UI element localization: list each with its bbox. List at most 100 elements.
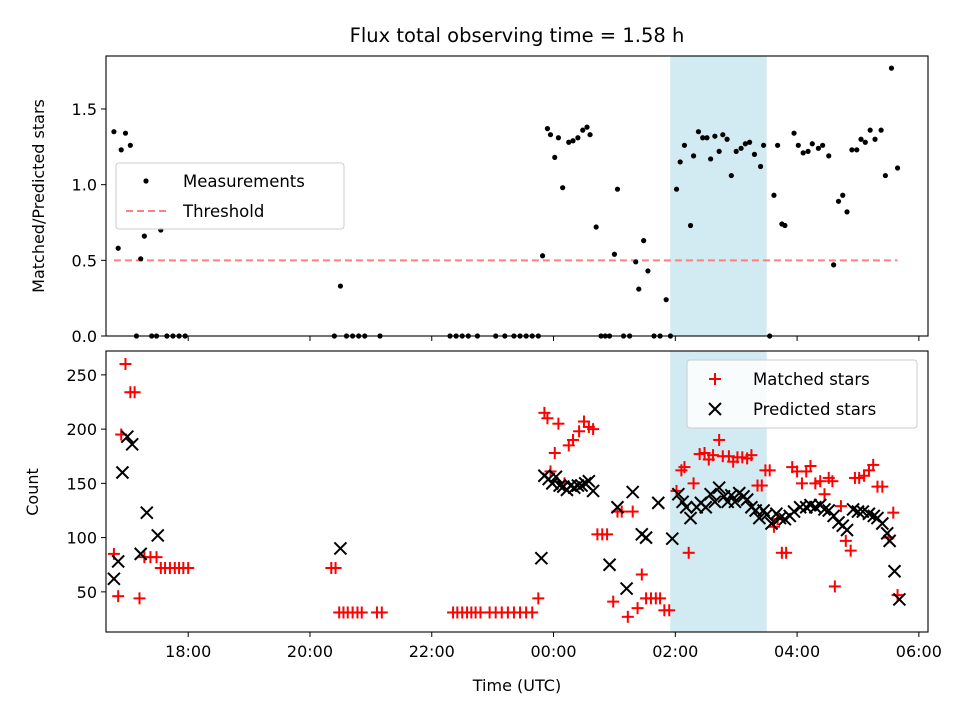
matched-stars-point	[814, 475, 827, 488]
measurement-point	[728, 172, 734, 179]
predicted-stars-point	[683, 511, 698, 525]
measurement-point	[720, 132, 726, 138]
matched-stars-point	[780, 546, 793, 559]
measurement-point	[708, 156, 714, 162]
matched-stars-point	[626, 505, 639, 518]
matched-stars-point	[112, 590, 125, 603]
legend-predicted-marker	[708, 402, 722, 416]
x-axis-label: Time (UTC)	[472, 676, 561, 695]
bottom-y-tick-label: 250	[66, 366, 97, 385]
matched-stars-point	[133, 592, 146, 605]
measurement-point	[844, 209, 850, 215]
measurement-point	[122, 130, 129, 136]
measurement-point	[587, 132, 593, 138]
measurement-point	[742, 141, 748, 147]
matched-stars-point	[587, 423, 600, 436]
predicted-stars-point	[571, 478, 585, 493]
matched-stars-point	[607, 595, 620, 608]
measurement-point	[687, 222, 694, 229]
matched-stars-point	[663, 604, 676, 617]
measurement-point	[115, 245, 121, 251]
measurement-point	[761, 142, 767, 148]
matched-stars-point	[526, 606, 539, 619]
measurement-point	[782, 222, 788, 229]
predicted-stars-point	[817, 502, 832, 517]
x-tick-label: 22:00	[409, 642, 455, 661]
measurement-point	[566, 139, 572, 145]
matched-stars-point	[548, 446, 561, 459]
matched-stars-point	[713, 433, 726, 446]
measurement-point	[580, 127, 586, 133]
measurement-point	[820, 142, 826, 148]
matched-stars-point	[698, 446, 711, 459]
predicted-stars-point	[724, 488, 739, 503]
matched-stars-point	[678, 461, 691, 474]
predicted-stars-point	[875, 516, 890, 531]
matched-stars-point	[818, 488, 831, 501]
measurement-point	[584, 124, 590, 130]
matched-stars-point	[755, 479, 768, 492]
measurement-point	[712, 133, 718, 139]
matched-stars-point	[355, 606, 368, 619]
top-legend-box	[115, 162, 345, 230]
predicted-stars-point	[892, 592, 907, 607]
predicted-stars-point	[140, 505, 154, 520]
bottom-x-ticks: 18:00 20:00 22:00 00:00 02:00 04:00 06:00	[165, 632, 942, 661]
predicted-stars-point	[625, 485, 640, 499]
matched-stars-point	[601, 528, 614, 541]
measurement-point	[809, 141, 815, 147]
predicted-stars-point	[679, 500, 693, 514]
legend-matched-label: Matched stars	[753, 370, 870, 389]
measurement-point	[575, 135, 581, 141]
predicted-stars-point	[602, 558, 617, 572]
predicted-stars-point	[703, 487, 718, 501]
matched-stars-point	[826, 475, 839, 488]
top-y-tick-label: 1.0	[72, 176, 97, 195]
matched-stars-point	[621, 610, 634, 623]
measurement-point	[611, 251, 618, 257]
measurement-point	[854, 147, 860, 153]
matched-stars-point	[631, 602, 644, 615]
predicted-stars-point	[545, 476, 560, 491]
matched-stars-point	[567, 433, 580, 446]
predicted-stars-point	[728, 495, 742, 509]
predicted-stars-point	[610, 500, 625, 514]
predicted-stars-point	[712, 480, 726, 495]
predicted-stars-point	[840, 523, 854, 537]
predicted-stars-point	[851, 504, 865, 519]
measurement-point	[716, 148, 722, 154]
measurement-point	[831, 262, 837, 268]
measurement-point	[862, 139, 868, 145]
top-panel: 0.0 0.5 1.0 1.5 Matched/Predicted stars Mea…	[29, 55, 929, 346]
measurement-point	[636, 286, 642, 292]
measurement-point	[882, 172, 888, 179]
matched-stars-point	[804, 460, 817, 473]
matched-stars-point	[532, 592, 545, 605]
measurement-point	[888, 65, 895, 71]
bottom-y-tick-label: 150	[66, 474, 97, 493]
x-tick-label: 18:00	[165, 642, 211, 661]
predicted-stars-point	[120, 430, 135, 444]
predicted-stars-point	[708, 495, 722, 509]
measurement-point	[141, 233, 147, 239]
matched-stars-point	[867, 458, 880, 471]
measurement-point	[805, 148, 811, 154]
predicted-stars-point	[671, 487, 686, 501]
measurement-point	[867, 127, 873, 133]
measurement-point	[663, 297, 669, 303]
matched-stars-point	[687, 477, 700, 490]
matched-stars-point	[635, 568, 648, 581]
x-tick-label: 02:00	[652, 642, 698, 661]
matched-stars-point	[707, 449, 720, 462]
matched-stars-point	[745, 449, 758, 462]
measurement-point	[633, 259, 639, 265]
bottom-y-ticks: 50 100 150 200 250	[66, 366, 106, 602]
measurement-point	[849, 147, 855, 153]
measurement-point	[826, 153, 832, 159]
bottom-legend: Matched stars Predicted stars	[686, 359, 918, 429]
measurement-point	[645, 268, 651, 274]
matched-stars-point	[839, 534, 852, 547]
top-y-tick-label: 0.5	[72, 251, 97, 270]
predicted-stars-point	[567, 480, 581, 495]
